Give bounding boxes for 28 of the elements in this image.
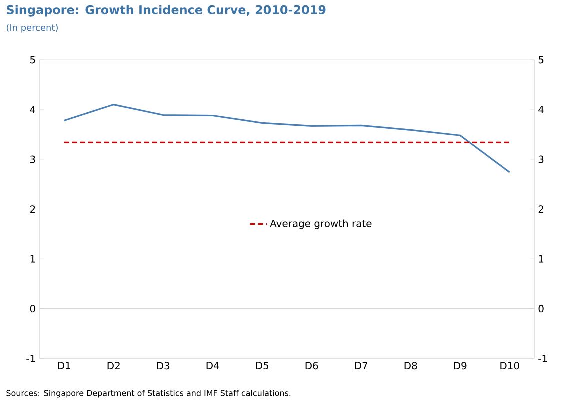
x-tick-label: D4 bbox=[206, 362, 220, 370]
line-series bbox=[64, 104, 511, 174]
x-tick-label: D10 bbox=[500, 362, 520, 370]
y-tick-label: 1 bbox=[30, 255, 36, 263]
y-tick-label: 4 bbox=[30, 106, 36, 114]
y2-tick-label: 5 bbox=[538, 56, 544, 64]
x-tick-label: D3 bbox=[157, 362, 170, 370]
y2-tick-label: 2 bbox=[538, 206, 544, 213]
y-tick-label: 5 bbox=[30, 56, 36, 64]
y2-tick-label: -1 bbox=[538, 354, 548, 362]
y-tick-label: -1 bbox=[26, 354, 36, 362]
x-tick-label: D7 bbox=[355, 362, 368, 370]
x-tick-label: D6 bbox=[306, 362, 318, 370]
y2-tick-label: 0 bbox=[538, 305, 544, 313]
y-tick-label: 2 bbox=[30, 206, 36, 213]
x-tick-label: D9 bbox=[454, 362, 467, 370]
legend-label: Average growth rate bbox=[270, 220, 372, 230]
chart-subtitle: (In percent) bbox=[6, 24, 58, 33]
x-tick-label: D1 bbox=[58, 362, 70, 370]
x-tick-label: D8 bbox=[404, 362, 418, 370]
x-tick-label: D5 bbox=[256, 362, 268, 370]
chart-title: Singapore: Growth Incidence Curve, 2010-2019 bbox=[7, 5, 326, 17]
y-tick-label: 0 bbox=[30, 305, 36, 313]
y2-tick-label: 3 bbox=[538, 156, 544, 164]
y-tick-label: 3 bbox=[30, 156, 36, 164]
x-tick-label: D2 bbox=[108, 362, 120, 370]
y2-tick-label: 1 bbox=[539, 255, 544, 263]
y2-tick-label: 4 bbox=[538, 106, 544, 114]
